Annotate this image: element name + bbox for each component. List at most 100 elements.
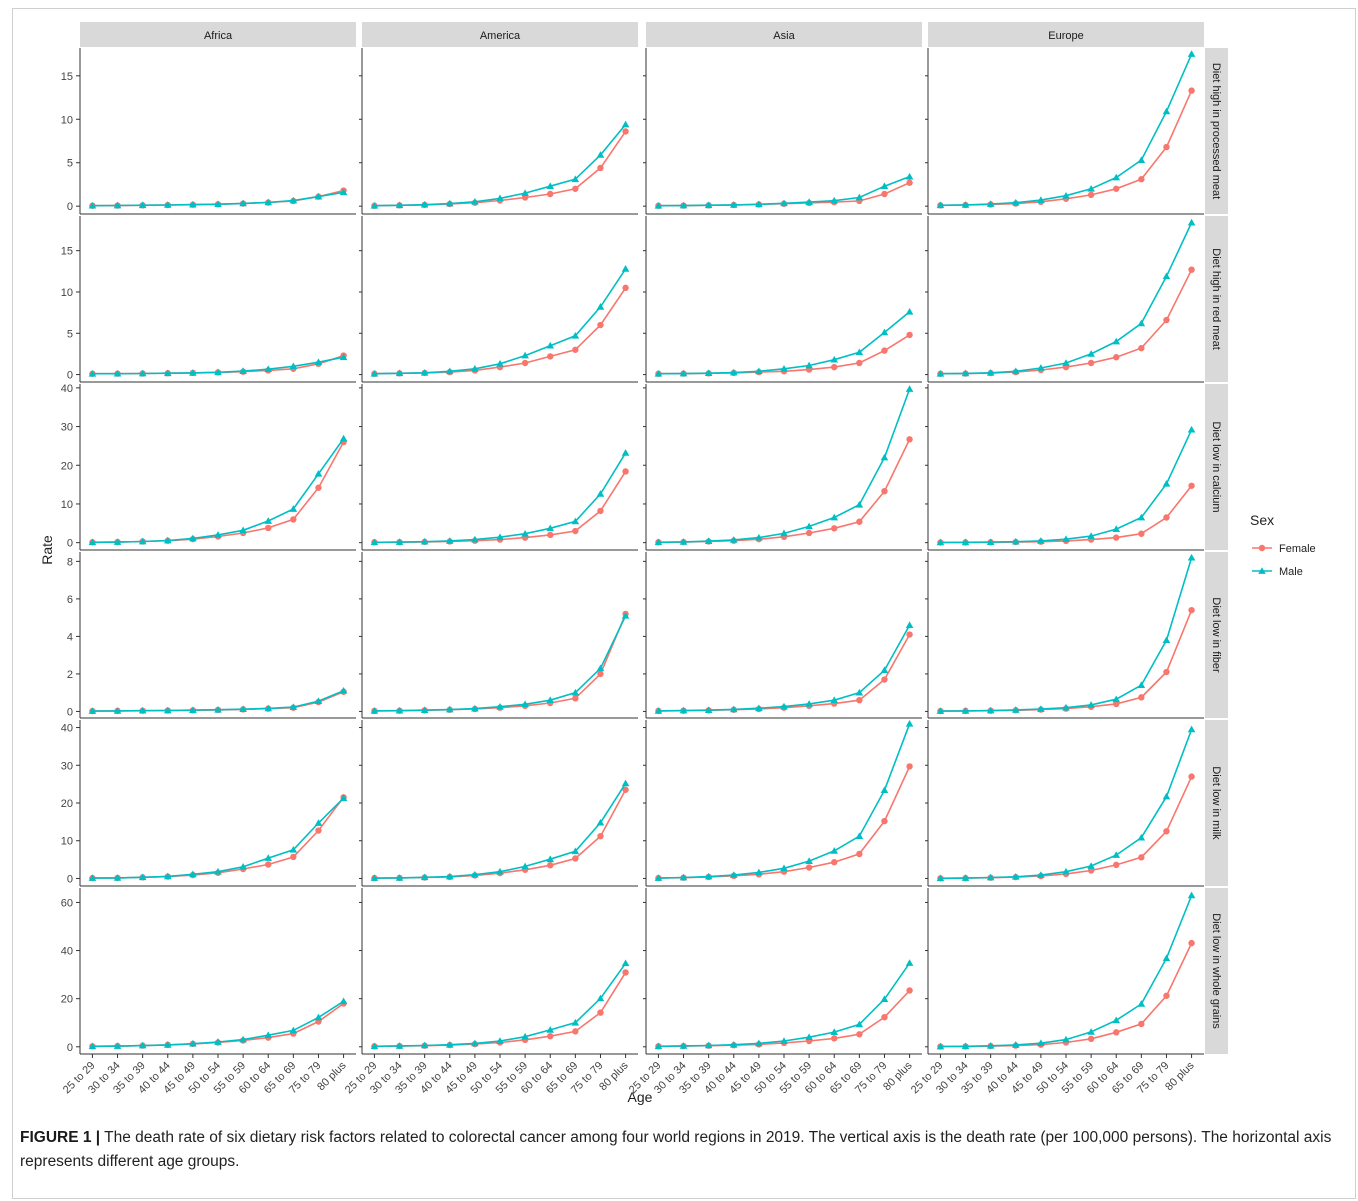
point-male [339, 687, 348, 694]
point-male [729, 1040, 738, 1048]
point-male [961, 201, 970, 208]
point-female [831, 363, 838, 371]
panel-america-diet-low-in-milk [359, 720, 638, 887]
point-female [1138, 1020, 1145, 1028]
point-male [339, 794, 348, 801]
point-male [1112, 525, 1121, 532]
y-tick-label: 4 [67, 631, 73, 643]
y-tick-label: 5 [67, 328, 73, 340]
point-male [471, 1039, 479, 1047]
point-male [339, 997, 348, 1005]
point-female [622, 969, 629, 976]
point-male [113, 201, 122, 209]
point-male [496, 867, 504, 875]
point-female [856, 696, 863, 704]
point-male [546, 341, 555, 349]
point-male [445, 705, 454, 713]
point-male [1037, 1039, 1045, 1047]
strip-label-africa: Africa [204, 30, 233, 42]
panel-africa-diet-low-in-calcium [79, 384, 356, 551]
point-female [906, 631, 913, 638]
point-female [290, 853, 297, 861]
y-tick-label: 40 [61, 383, 73, 395]
point-male [830, 696, 839, 704]
point-male [1162, 107, 1171, 115]
point-male [163, 706, 172, 714]
point-female [622, 284, 629, 292]
point-male [1037, 364, 1045, 371]
point-male [1011, 198, 1020, 206]
point-male [729, 201, 738, 208]
point-male [936, 707, 945, 714]
point-male [1162, 272, 1171, 280]
series-line-male [940, 895, 1193, 1048]
point-male [1187, 891, 1196, 899]
legend-entry-female: Female [1252, 543, 1316, 555]
panel-africa-diet-low-in-milk [79, 720, 356, 887]
point-male [420, 1041, 429, 1049]
strip-label-diet-low-in-milk: Diet low in milk [1210, 766, 1222, 840]
point-male [961, 707, 970, 714]
y-tick-label: 10 [61, 114, 73, 126]
point-female [1188, 266, 1195, 273]
point-male [88, 707, 97, 714]
point-male [395, 369, 404, 377]
point-male [596, 664, 605, 672]
strip-europe [928, 22, 1204, 47]
point-male [780, 864, 788, 872]
point-female [881, 817, 888, 825]
point-male [905, 719, 914, 727]
point-male [1137, 319, 1146, 327]
point-male [621, 959, 630, 967]
panel-asia-diet-low-in-calcium [643, 384, 922, 551]
point-male [370, 1042, 379, 1050]
y-tick-label: 0 [67, 370, 73, 382]
point-female [1188, 87, 1195, 94]
point-male [679, 706, 688, 714]
point-male [905, 959, 914, 966]
y-tick-label: 20 [61, 994, 73, 1006]
point-female [572, 855, 579, 862]
point-male [596, 303, 605, 310]
point-male [596, 151, 605, 158]
point-male [189, 1039, 197, 1047]
point-female [1138, 176, 1145, 183]
series-line-male [658, 962, 911, 1048]
series-line-male [658, 723, 911, 879]
point-male [496, 194, 504, 202]
panel-europe-diet-high-in-red-meat [925, 216, 1204, 383]
panel-america-diet-low-in-fiber [359, 552, 638, 719]
point-male [1062, 1035, 1070, 1043]
point-male [471, 704, 479, 712]
point-female [906, 987, 913, 994]
point-male [88, 201, 97, 209]
legend-key-marker [1258, 544, 1266, 552]
point-female [881, 190, 888, 198]
legend-entry-male: Male [1252, 566, 1303, 578]
point-male [88, 369, 97, 377]
point-male [370, 369, 379, 377]
point-female [597, 1009, 604, 1016]
point-female [265, 524, 272, 532]
point-male [289, 703, 298, 710]
point-male [905, 172, 914, 180]
figure-frame [12, 8, 1356, 1199]
point-male [496, 533, 504, 541]
point-male [936, 369, 945, 377]
point-male [521, 351, 529, 359]
point-male [1087, 184, 1095, 192]
y-tick-label: 15 [61, 246, 73, 258]
series-line-male [940, 729, 1193, 880]
point-male [113, 707, 122, 714]
point-male [755, 200, 763, 208]
point-male [1137, 156, 1146, 163]
legend: Sex Female Male [1250, 512, 1316, 578]
point-male [1011, 872, 1020, 880]
point-male [961, 538, 970, 546]
point-male [264, 517, 273, 524]
point-male [704, 706, 713, 713]
point-male [704, 872, 713, 880]
point-male [704, 201, 713, 209]
point-male [546, 855, 555, 863]
point-male [805, 361, 813, 369]
